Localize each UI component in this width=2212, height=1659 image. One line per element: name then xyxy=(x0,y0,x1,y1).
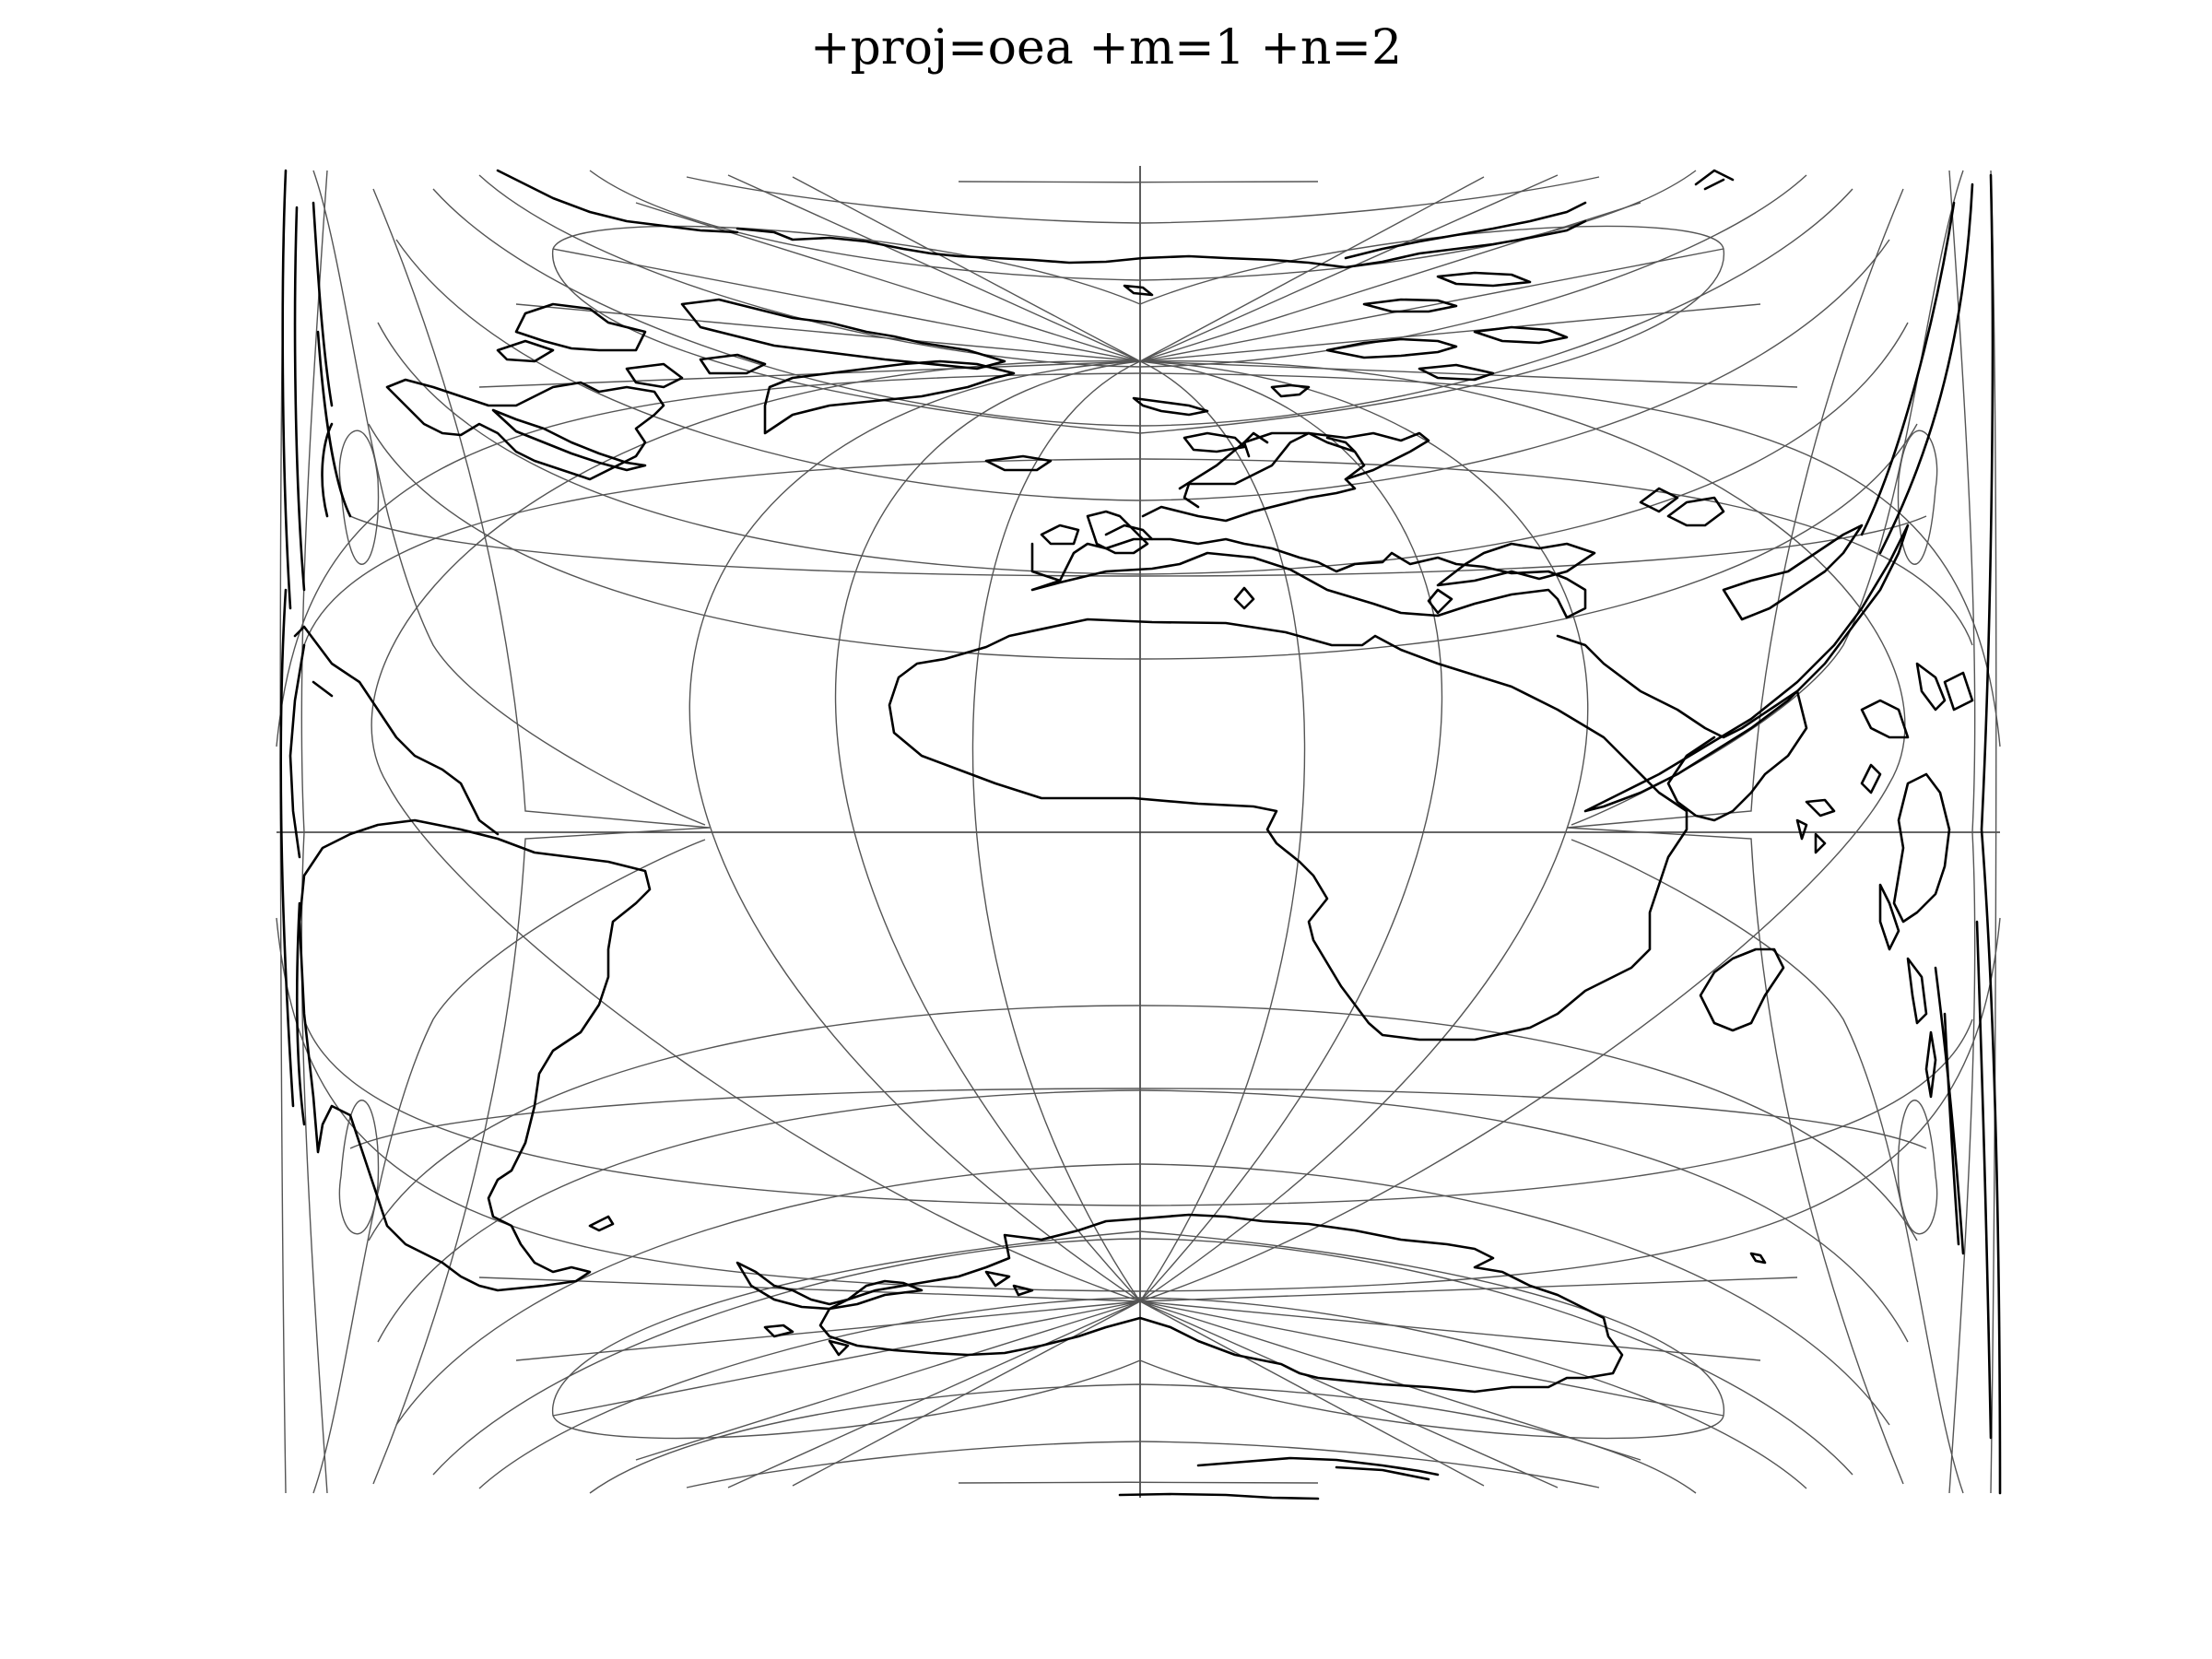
parallel-line xyxy=(589,1383,1697,1494)
parallel-line xyxy=(395,1163,1890,1426)
coastline-left-edge xyxy=(279,169,352,1126)
meridian-line xyxy=(1566,188,1904,1485)
meridian-line xyxy=(300,170,328,1494)
parallel-line xyxy=(349,1088,1927,1149)
coastline-japan xyxy=(1915,662,1974,712)
meridian-line xyxy=(1990,170,1997,1494)
coastline-right-edge xyxy=(1860,173,2002,1495)
parallel-line xyxy=(338,1100,380,1235)
parallel-line xyxy=(338,429,380,565)
parallel-line xyxy=(368,1005,1918,1241)
meridian-line xyxy=(1139,360,1443,1302)
coastline-arctic-russia xyxy=(1325,271,1569,382)
coastline-britain xyxy=(1040,510,1149,555)
parallel-line xyxy=(1897,1100,1938,1235)
coastline-top-edge xyxy=(496,169,1735,297)
meridian-line xyxy=(372,188,711,1485)
coastline-alaska-chain xyxy=(491,408,647,472)
parallel-line xyxy=(276,917,2001,1292)
coastline-mediterranean xyxy=(1233,542,1596,615)
coastline-asia-north xyxy=(1639,487,1864,621)
coastline-africa xyxy=(888,618,1688,1041)
parallel-line xyxy=(368,423,1918,660)
coastline-west-coast xyxy=(288,625,500,859)
parallel-line xyxy=(276,372,2001,747)
parallel-line xyxy=(349,515,1927,577)
meridian-line xyxy=(834,360,1141,1302)
meridian-line xyxy=(371,360,1141,1302)
parallel-line xyxy=(958,1481,1319,1484)
coastline-antarctic-peninsula xyxy=(735,1261,1034,1357)
parallel-line xyxy=(478,174,1807,368)
coastline-north-america xyxy=(385,378,665,481)
graticule xyxy=(276,166,2001,1498)
coastline-madagascar xyxy=(1699,947,1785,1032)
coastline-indonesia xyxy=(1795,699,1937,1099)
meridian-line xyxy=(312,170,706,826)
coastline-greenland xyxy=(763,359,1053,472)
map-title: +proj=oea +m=1 +n=2 xyxy=(809,20,1403,76)
parallel-line xyxy=(303,1018,1973,1206)
coastline-arctic-europe xyxy=(1132,383,1311,453)
parallel-line xyxy=(478,1297,1807,1489)
meridian-line xyxy=(1139,360,1589,1302)
meridian-line xyxy=(971,360,1141,1302)
coastline-asia-east xyxy=(1583,524,1910,813)
coastline-antarctica xyxy=(818,1213,1624,1394)
parallel-line xyxy=(303,458,1973,646)
coastlines xyxy=(279,169,2002,1500)
parallel-line xyxy=(551,1230,1725,1440)
coastline-south-america xyxy=(298,818,652,1292)
coastline-antarctic-islands xyxy=(1118,1252,1767,1500)
meridian-ray xyxy=(478,174,1798,388)
parallel-line xyxy=(432,1238,1853,1476)
parallel-line xyxy=(1897,429,1938,565)
parallel-line xyxy=(377,1089,1909,1343)
coastline-europe xyxy=(1030,431,1587,619)
coastline-australia xyxy=(1892,772,1951,924)
meridian-line xyxy=(1139,360,1906,1302)
parallel-line xyxy=(686,1441,1600,1488)
meridian-line xyxy=(1139,360,1306,1302)
meridian-ray xyxy=(478,1277,1798,1488)
meridian-line xyxy=(1948,170,1976,1494)
meridian-line xyxy=(1571,839,1964,1494)
meridian-line xyxy=(312,839,706,1494)
parallel-line xyxy=(377,322,1909,575)
parallel-line xyxy=(432,188,1853,427)
coastline-scandinavia xyxy=(1178,431,1430,490)
parallel-line xyxy=(395,239,1890,501)
coastline-canada-arctic xyxy=(496,298,1006,389)
meridian-line xyxy=(688,360,1141,1302)
coastline-asia xyxy=(1556,634,1808,822)
parallel-line xyxy=(686,176,1600,224)
